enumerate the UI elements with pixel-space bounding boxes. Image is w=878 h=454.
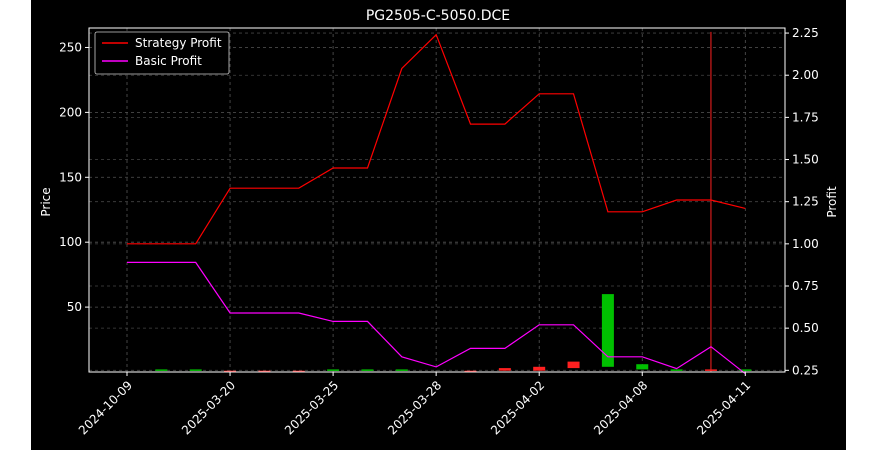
axes: 50 100 150 200 250 0.25 0.50 0.75 1.00 1.25 1.50 1.… [59, 26, 819, 437]
legend: Strategy Profit Basic Profit [94, 31, 230, 75]
chart: PG2505-C-5050.DCE Price Profit 50 100 150 2… [39, 8, 839, 437]
candle-body [704, 369, 717, 371]
candle-body [670, 369, 683, 371]
x-tick-label: 2025-04-02 [488, 378, 547, 437]
candles [155, 31, 752, 373]
y-axis-label-right: Profit [825, 186, 839, 218]
y-tick-label-right: 0.75 [792, 279, 819, 293]
series-line [127, 261, 746, 375]
candle-body [498, 368, 511, 371]
y-tick-label-right: 1.75 [792, 110, 819, 124]
candle-body [224, 370, 237, 373]
chart-canvas: PG2505-C-5050.DCE Price Profit 50 100 150 2… [31, 0, 846, 450]
candle-body [327, 369, 340, 371]
y-tick-label-right: 1.50 [792, 153, 819, 167]
candle-body [292, 370, 305, 373]
candle-body [395, 369, 408, 371]
candle-body [601, 294, 614, 367]
y-tick-label-left: 250 [59, 40, 82, 54]
candle-body [361, 369, 374, 371]
legend-label: Basic Profit [135, 54, 202, 68]
series-lines [127, 33, 746, 375]
y-tick-label-right: 2.25 [792, 26, 819, 40]
y-tick-label-right: 0.25 [792, 363, 819, 377]
candle-body [636, 364, 649, 370]
x-tick-label: 2025-04-11 [694, 378, 753, 437]
plot-frame [88, 27, 786, 373]
candle-body [739, 369, 752, 371]
x-tick-label: 2025-03-20 [179, 378, 238, 437]
y-tick-label-left: 100 [59, 235, 82, 249]
y-axis-label-left: Price [39, 187, 53, 216]
y-tick-label-left: 200 [59, 105, 82, 119]
candle-body [189, 369, 202, 371]
candle-body [567, 361, 580, 369]
x-tick-label: 2025-03-25 [282, 378, 341, 437]
y-tick-label-left: 50 [67, 300, 82, 314]
candle-body [464, 370, 477, 373]
y-tick-label-right: 2.00 [792, 68, 819, 82]
grid [89, 28, 785, 372]
chart-title: PG2505-C-5050.DCE [366, 8, 510, 24]
x-tick-label: 2025-04-08 [591, 378, 650, 437]
x-tick-label: 2025-03-28 [385, 378, 444, 437]
legend-label: Strategy Profit [135, 36, 222, 50]
y-tick-label-right: 1.00 [792, 237, 819, 251]
y-tick-label-right: 0.50 [792, 321, 819, 335]
y-tick-label-right: 1.25 [792, 195, 819, 209]
candle-body [258, 370, 271, 373]
candle-body [533, 366, 546, 371]
x-tick-label: 2024-10-09 [76, 378, 135, 437]
candle-body [155, 369, 168, 371]
series-line [127, 33, 746, 245]
y-tick-label-left: 150 [59, 170, 82, 184]
legend-box [94, 31, 230, 75]
